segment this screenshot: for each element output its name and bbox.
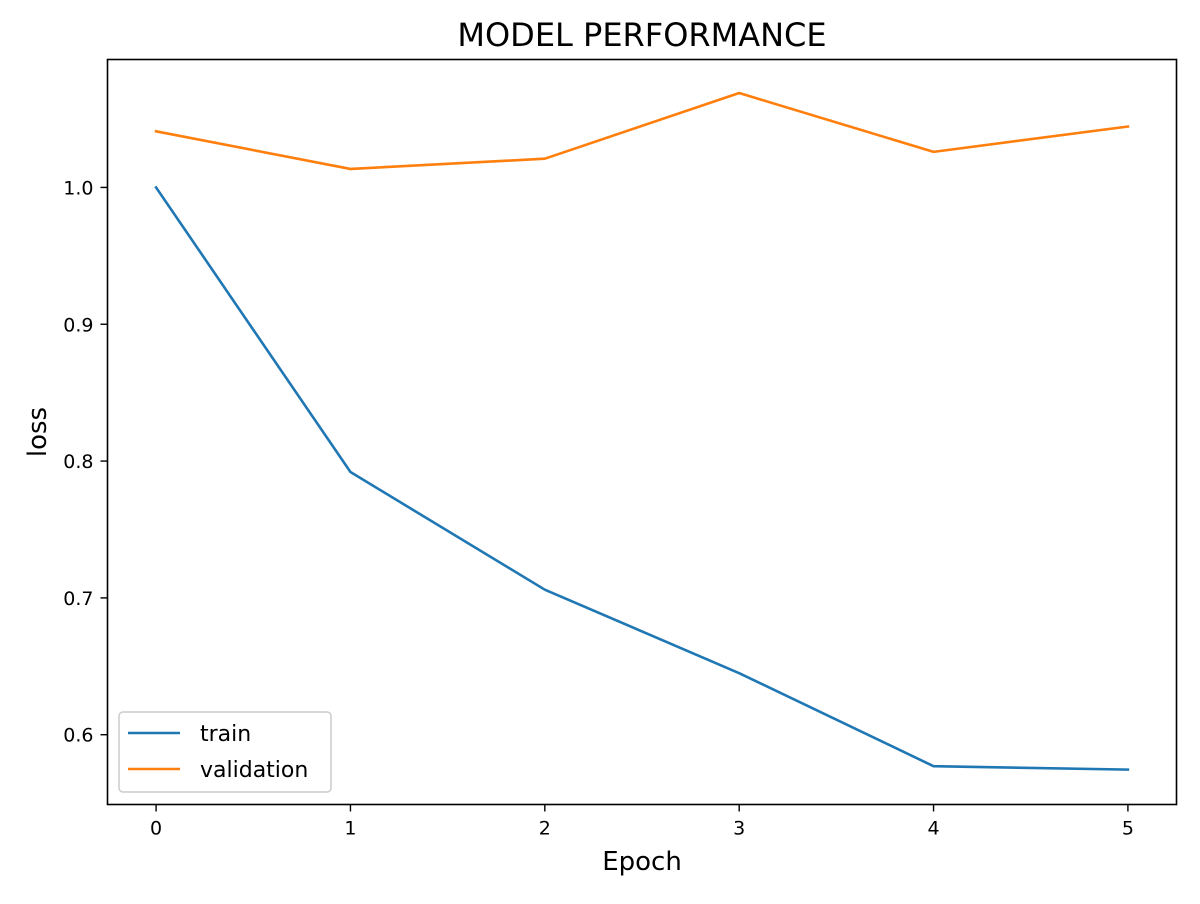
series-line-validation xyxy=(154,91,1130,171)
x-axis: 0 1 2 3 4 5 xyxy=(150,804,1134,840)
y-tick-label: 0.7 xyxy=(63,588,93,610)
legend: train validation xyxy=(118,711,332,793)
y-tick-label: 0.8 xyxy=(63,451,93,473)
x-tick-label: 4 xyxy=(927,818,939,840)
x-tick-label: 2 xyxy=(539,818,551,840)
x-tick-label: 0 xyxy=(150,818,162,840)
legend-label-train: train xyxy=(200,722,251,747)
legend-label-validation: validation xyxy=(200,758,308,783)
chart-title: MODEL PERFORMANCE xyxy=(457,16,826,54)
plot-marks xyxy=(154,91,1130,771)
x-tick-label: 3 xyxy=(733,818,745,840)
plot-frame xyxy=(106,58,1178,806)
x-tick-label: 5 xyxy=(1122,818,1134,840)
y-tick-label: 0.9 xyxy=(63,314,93,336)
series-line-train xyxy=(154,185,1130,771)
y-tick-label: 1.0 xyxy=(63,177,93,199)
x-axis-label: Epoch xyxy=(602,847,682,877)
y-axis-label: loss xyxy=(23,407,53,457)
y-tick-label: 0.6 xyxy=(63,725,93,747)
y-axis: 0.6 0.7 0.8 0.9 1.0 xyxy=(63,177,108,747)
x-tick-label: 1 xyxy=(344,818,356,840)
